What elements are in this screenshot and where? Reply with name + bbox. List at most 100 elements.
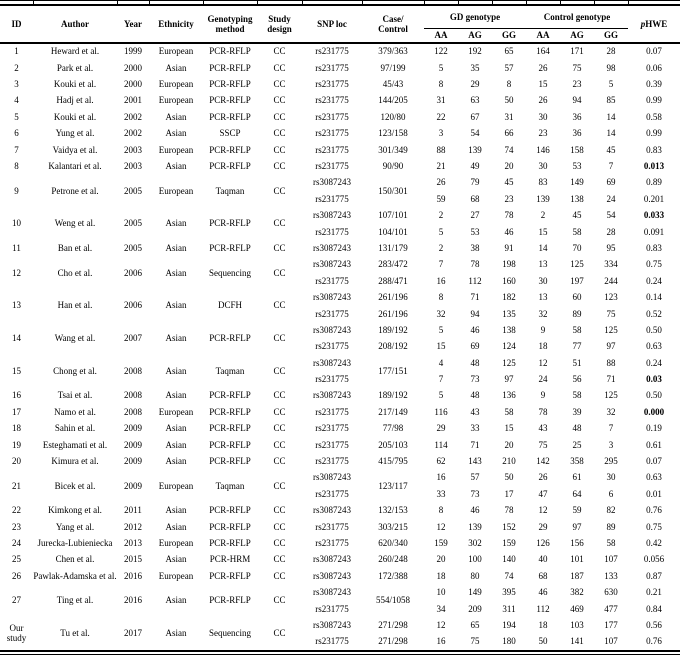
table-row: 24 Jurecka-Lubieniecka 2013 European PCR-RFL… <box>0 536 680 552</box>
author-cell: Kouki et al. <box>53 111 97 122</box>
genotyping-method-cell: PCR-RFLP <box>209 62 251 73</box>
year-cell: 2005 <box>124 185 142 196</box>
year-cell: 2009 <box>124 480 142 491</box>
ethnicity-cell: Asian <box>165 242 187 253</box>
id-cell: 3 <box>14 79 19 90</box>
gd-aa-cell: 5 <box>438 390 444 401</box>
phwe-cell: 0.75 <box>646 521 662 532</box>
id-cell: 10 <box>12 218 21 229</box>
phwe-cell: 0.99 <box>646 95 662 106</box>
col-header-ethnicity: Ethnicity <box>149 5 203 44</box>
case-control-cell: 208/192 <box>378 341 408 352</box>
phwe-cell: 0.21 <box>646 587 662 598</box>
control-gg-cell: 125 <box>604 390 618 401</box>
gd-ag-cell: 75 <box>470 636 480 647</box>
control-ag-cell: 187 <box>570 570 584 581</box>
gd-aa-cell: 122 <box>434 46 448 57</box>
table-row: 9 Petrone et al. 2005 European Taqman CC rs308… <box>0 175 680 195</box>
snp-loc-cell: rs3087243 <box>313 357 351 368</box>
study-design-cell: CC <box>273 423 286 434</box>
year-cell: 2003 <box>124 160 142 171</box>
case-control-cell: 189/192 <box>378 324 408 335</box>
snp-loc-cell: rs231775 <box>315 374 349 385</box>
snp-loc-cell: rs3087243 <box>313 505 351 516</box>
table-row: 2 Park et al. 2000 Asian PCR-RFLP CC rs231775 9… <box>0 60 680 76</box>
snp-loc-cell: rs231775 <box>315 226 349 237</box>
control-aa-cell: 18 <box>538 341 548 352</box>
gd-gg-cell: 50 <box>504 472 514 483</box>
column-tick <box>458 1 459 4</box>
gd-aa-cell: 29 <box>436 423 446 434</box>
phwe-cell: 0.24 <box>646 357 662 368</box>
phwe-cell: 0.50 <box>646 324 662 335</box>
case-control-cell: 205/103 <box>378 439 408 450</box>
control-aa-cell: 2 <box>540 210 546 221</box>
id-cell: 16 <box>12 390 21 401</box>
case-control-cell: 271/298 <box>378 636 408 647</box>
gd-ag-cell: 94 <box>470 308 480 319</box>
phwe-cell: 0.83 <box>646 242 662 253</box>
gd-ag-cell: 143 <box>468 456 482 467</box>
gd-aa-cell: 114 <box>434 439 448 450</box>
genotyping-method-cell: PCR-RFLP <box>209 595 251 606</box>
phwe-cell: 0.89 <box>646 177 662 188</box>
control-gg-cell: 295 <box>604 456 618 467</box>
genotyping-method-cell: SSCP <box>219 128 241 139</box>
control-ag-cell: 156 <box>570 537 584 548</box>
gd-gg-cell: 74 <box>504 570 514 581</box>
bottom-border-gap <box>0 652 680 654</box>
id-cell: 21 <box>12 480 21 491</box>
case-control-cell: 150/301 <box>378 185 408 196</box>
table-row: 3 Kouki et al. 2000 European PCR-RFLP CC rs231… <box>0 77 680 93</box>
control-gg-cell: 69 <box>606 177 616 188</box>
gd-gg-cell: 45 <box>504 177 514 188</box>
col-header-gd-gg: GG <box>492 28 526 44</box>
ethnicity-cell: Asian <box>165 439 187 450</box>
id-cell: 2 <box>14 62 19 73</box>
case-control-cell: 132/153 <box>378 505 408 516</box>
author-cell: Hadj et al. <box>56 95 94 106</box>
control-gg-cell: 58 <box>606 537 616 548</box>
snp-loc-cell: rs231775 <box>315 275 349 286</box>
case-control-cell: 620/340 <box>378 537 408 548</box>
year-cell: 2008 <box>124 365 142 376</box>
control-gg-cell: 30 <box>606 472 616 483</box>
case-control-cell: 303/215 <box>378 521 408 532</box>
control-gg-cell: 3 <box>608 439 614 450</box>
author-cell: Namo et al. <box>54 406 96 417</box>
gd-ag-cell: 46 <box>470 324 480 335</box>
gd-aa-cell: 16 <box>436 275 446 286</box>
genotyping-method-cell: PCR-HRM <box>209 554 251 565</box>
col-header-phwe: pHWE <box>628 5 680 44</box>
control-aa-cell: 14 <box>538 242 548 253</box>
snp-loc-cell: rs3087243 <box>313 324 351 335</box>
snp-loc-cell: rs3087243 <box>313 554 351 565</box>
gd-aa-cell: 31 <box>436 95 446 106</box>
phwe-cell: 0.99 <box>646 128 662 139</box>
snp-loc-cell: rs231775 <box>315 537 349 548</box>
id-cell: 4 <box>14 95 19 106</box>
gd-gg-cell: 20 <box>504 439 514 450</box>
control-ag-cell: 64 <box>572 488 582 499</box>
gd-aa-cell: 88 <box>436 144 446 155</box>
col-header-case-control: Case/ Control <box>362 5 424 44</box>
snp-loc-cell: rs3087243 <box>313 210 351 221</box>
table-row: 13 Han et al. 2006 Asian DCFH CC rs3087243 261/… <box>0 290 680 310</box>
genotyping-method-cell: PCR-RFLP <box>209 95 251 106</box>
genotyping-method-cell: Sequencing <box>209 267 251 278</box>
genotyping-method-cell: PCR-RFLP <box>209 406 251 417</box>
ethnicity-cell: Asian <box>165 111 187 122</box>
control-ag-cell: 23 <box>572 79 582 90</box>
gd-ag-cell: 57 <box>470 472 480 483</box>
case-control-cell: 107/101 <box>378 210 408 221</box>
control-ag-cell: 97 <box>572 521 582 532</box>
control-aa-cell: 83 <box>538 177 548 188</box>
gd-gg-cell: 66 <box>504 128 514 139</box>
ethnicity-cell: Asian <box>165 505 187 516</box>
gd-gg-cell: 31 <box>504 111 514 122</box>
ethnicity-cell: European <box>158 46 194 57</box>
gd-ag-cell: 79 <box>470 177 480 188</box>
gd-ag-cell: 46 <box>470 505 480 516</box>
control-gg-cell: 85 <box>606 95 616 106</box>
control-aa-cell: 43 <box>538 423 548 434</box>
